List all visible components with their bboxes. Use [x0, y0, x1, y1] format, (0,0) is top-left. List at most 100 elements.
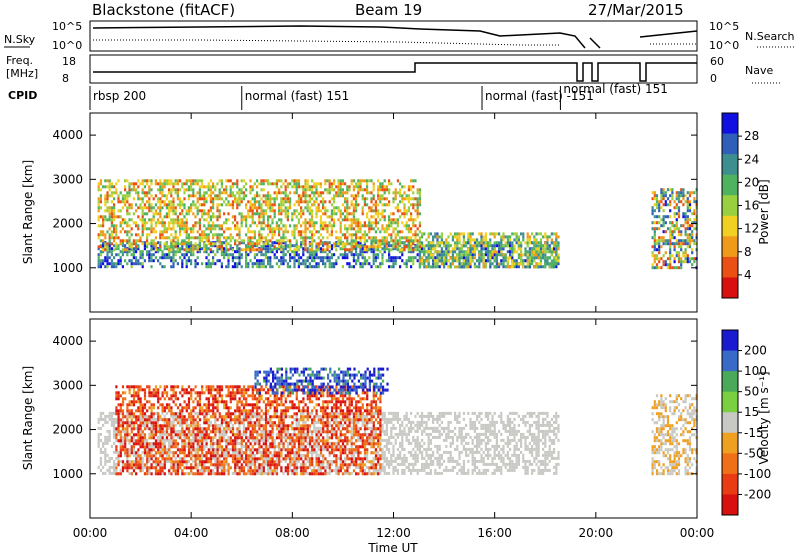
range-gate-cell [163, 185, 166, 189]
range-gate-cell [247, 212, 250, 216]
range-gate-cell [669, 203, 672, 207]
range-gate-cell [328, 256, 331, 260]
range-gate-cell [113, 265, 116, 269]
range-gate-cell [170, 420, 173, 424]
range-gate-cell [119, 191, 122, 195]
range-gate-cell [478, 262, 481, 266]
range-gate-cell [150, 256, 153, 260]
range-gate-cell [154, 462, 157, 466]
range-gate-cell [106, 209, 109, 213]
range-gate-cell [146, 462, 149, 466]
range-gate-cell [165, 179, 168, 183]
range-gate-cell [688, 242, 692, 246]
range-gate-cell [374, 224, 377, 228]
range-gate-cell [669, 215, 672, 219]
range-gate-cell [264, 203, 267, 207]
range-gate-cell [456, 253, 459, 257]
range-gate-cell [655, 257, 659, 261]
range-gate-cell [238, 426, 241, 430]
range-gate-cell [251, 462, 254, 466]
range-gate-cell [673, 266, 676, 270]
range-gate-cell [284, 259, 287, 263]
range-gate-cell [110, 242, 113, 246]
range-gate-cell [260, 417, 263, 421]
range-gate-cell [181, 239, 184, 243]
range-gate-cell [297, 465, 300, 469]
range-gate-cell [355, 233, 358, 237]
range-gate-cell [269, 256, 272, 260]
range-gate-cell [344, 227, 347, 231]
range-gate-cell [330, 459, 333, 463]
range-gate-cell [286, 456, 289, 460]
range-gate-cell [333, 197, 336, 201]
range-gate-cell [181, 253, 184, 257]
range-gate-cell [432, 244, 435, 248]
range-gate-cell [469, 262, 472, 266]
range-gate-cell [686, 233, 689, 237]
range-gate-cell [355, 253, 358, 257]
range-gate-cell [201, 236, 204, 240]
range-gate-cell [394, 245, 397, 249]
range-gate-cell [462, 262, 465, 266]
range-gate-cell [469, 238, 472, 242]
range-gate-cell [157, 218, 160, 222]
range-gate-cell [108, 239, 111, 243]
range-gate-cell [104, 245, 107, 249]
range-gate-cell [121, 218, 124, 222]
range-gate-cell [262, 179, 265, 183]
range-gate-cell [686, 242, 689, 246]
range-gate-cell [366, 212, 369, 216]
range-gate-cell [119, 441, 122, 445]
range-gate-cell [414, 256, 417, 260]
range-gate-cell [673, 227, 676, 231]
range-gate-cell [242, 426, 245, 430]
range-gate-cell [161, 432, 164, 436]
range-gate-cell [247, 262, 250, 266]
range-gate-cell [278, 245, 281, 249]
range-gate-cell [203, 194, 206, 198]
range-gate-cell [542, 235, 545, 239]
range-gate-cell [187, 206, 190, 210]
range-gate-cell [339, 179, 342, 183]
range-gate-cell [146, 438, 149, 442]
range-gate-cell [236, 233, 239, 237]
range-gate-cell [693, 191, 696, 195]
range-gate-cell [139, 414, 142, 418]
range-gate-cell [106, 194, 109, 198]
range-gate-cell [201, 182, 204, 186]
range-gate-cell [225, 179, 228, 183]
range-gate-cell [348, 233, 351, 237]
range-gate-cell [403, 212, 406, 216]
range-gate-cell [460, 244, 463, 248]
range-gate-cell [154, 411, 157, 415]
range-gate-cell [187, 459, 190, 463]
range-gate-cell [99, 250, 102, 254]
range-gate-cell [262, 244, 265, 248]
range-gate-cell [275, 185, 278, 189]
range-gate-cell [179, 230, 182, 234]
range-gate-cell [410, 215, 413, 219]
range-gate-cell [460, 232, 463, 236]
range-gate-cell [271, 206, 274, 210]
range-gate-cell [121, 206, 124, 210]
range-gate-cell [394, 242, 397, 246]
range-gate-cell [113, 262, 116, 266]
range-gate-cell [330, 218, 333, 222]
range-gate-cell [333, 194, 336, 198]
range-gate-cell [522, 265, 525, 269]
range-gate-cell [150, 209, 153, 213]
freq-right-tick-top: 60 [710, 55, 724, 68]
range-gate-cell [181, 441, 184, 445]
range-gate-cell [392, 197, 395, 201]
range-gate-cell [143, 259, 146, 263]
range-gate-cell [275, 179, 278, 183]
range-gate-cell [247, 230, 250, 234]
range-gate-cell [249, 450, 252, 454]
range-gate-cell [253, 256, 256, 260]
range-gate-cell [348, 224, 351, 228]
range-gate-cell [337, 411, 340, 415]
range-gate-cell [209, 209, 212, 213]
range-gate-cell [677, 227, 681, 231]
range-gate-cell [102, 250, 105, 254]
range-gate-cell [669, 239, 672, 243]
